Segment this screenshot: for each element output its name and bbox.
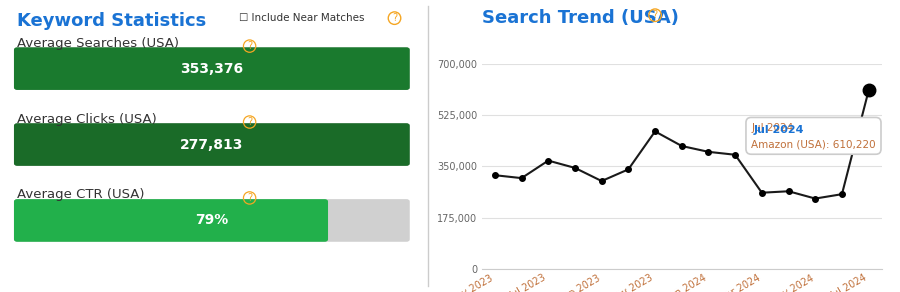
Text: ?: ? [247, 193, 252, 203]
Text: Average Searches (USA): Average Searches (USA) [17, 36, 179, 50]
Text: ?: ? [392, 13, 397, 23]
Text: ?: ? [652, 10, 658, 20]
Text: Keyword Statistics: Keyword Statistics [17, 12, 206, 30]
FancyBboxPatch shape [14, 123, 410, 166]
Text: 79%: 79% [195, 213, 229, 227]
FancyBboxPatch shape [14, 123, 410, 166]
FancyBboxPatch shape [14, 199, 328, 242]
Text: 353,376: 353,376 [180, 62, 243, 76]
Text: Average CTR (USA): Average CTR (USA) [17, 188, 145, 201]
Text: ?: ? [247, 117, 252, 127]
Text: Jul 2024
Amazon (USA): 610,220: Jul 2024 Amazon (USA): 610,220 [752, 123, 876, 149]
FancyBboxPatch shape [14, 47, 410, 90]
Text: Average Clicks (USA): Average Clicks (USA) [17, 112, 157, 126]
FancyBboxPatch shape [14, 199, 410, 242]
FancyBboxPatch shape [14, 47, 410, 90]
Text: ?: ? [247, 41, 252, 51]
Text: 277,813: 277,813 [180, 138, 244, 152]
Text: ☐ Include Near Matches: ☐ Include Near Matches [238, 13, 364, 23]
Text: Jul 2024: Jul 2024 [753, 125, 804, 135]
Text: Search Trend (USA): Search Trend (USA) [482, 9, 679, 27]
